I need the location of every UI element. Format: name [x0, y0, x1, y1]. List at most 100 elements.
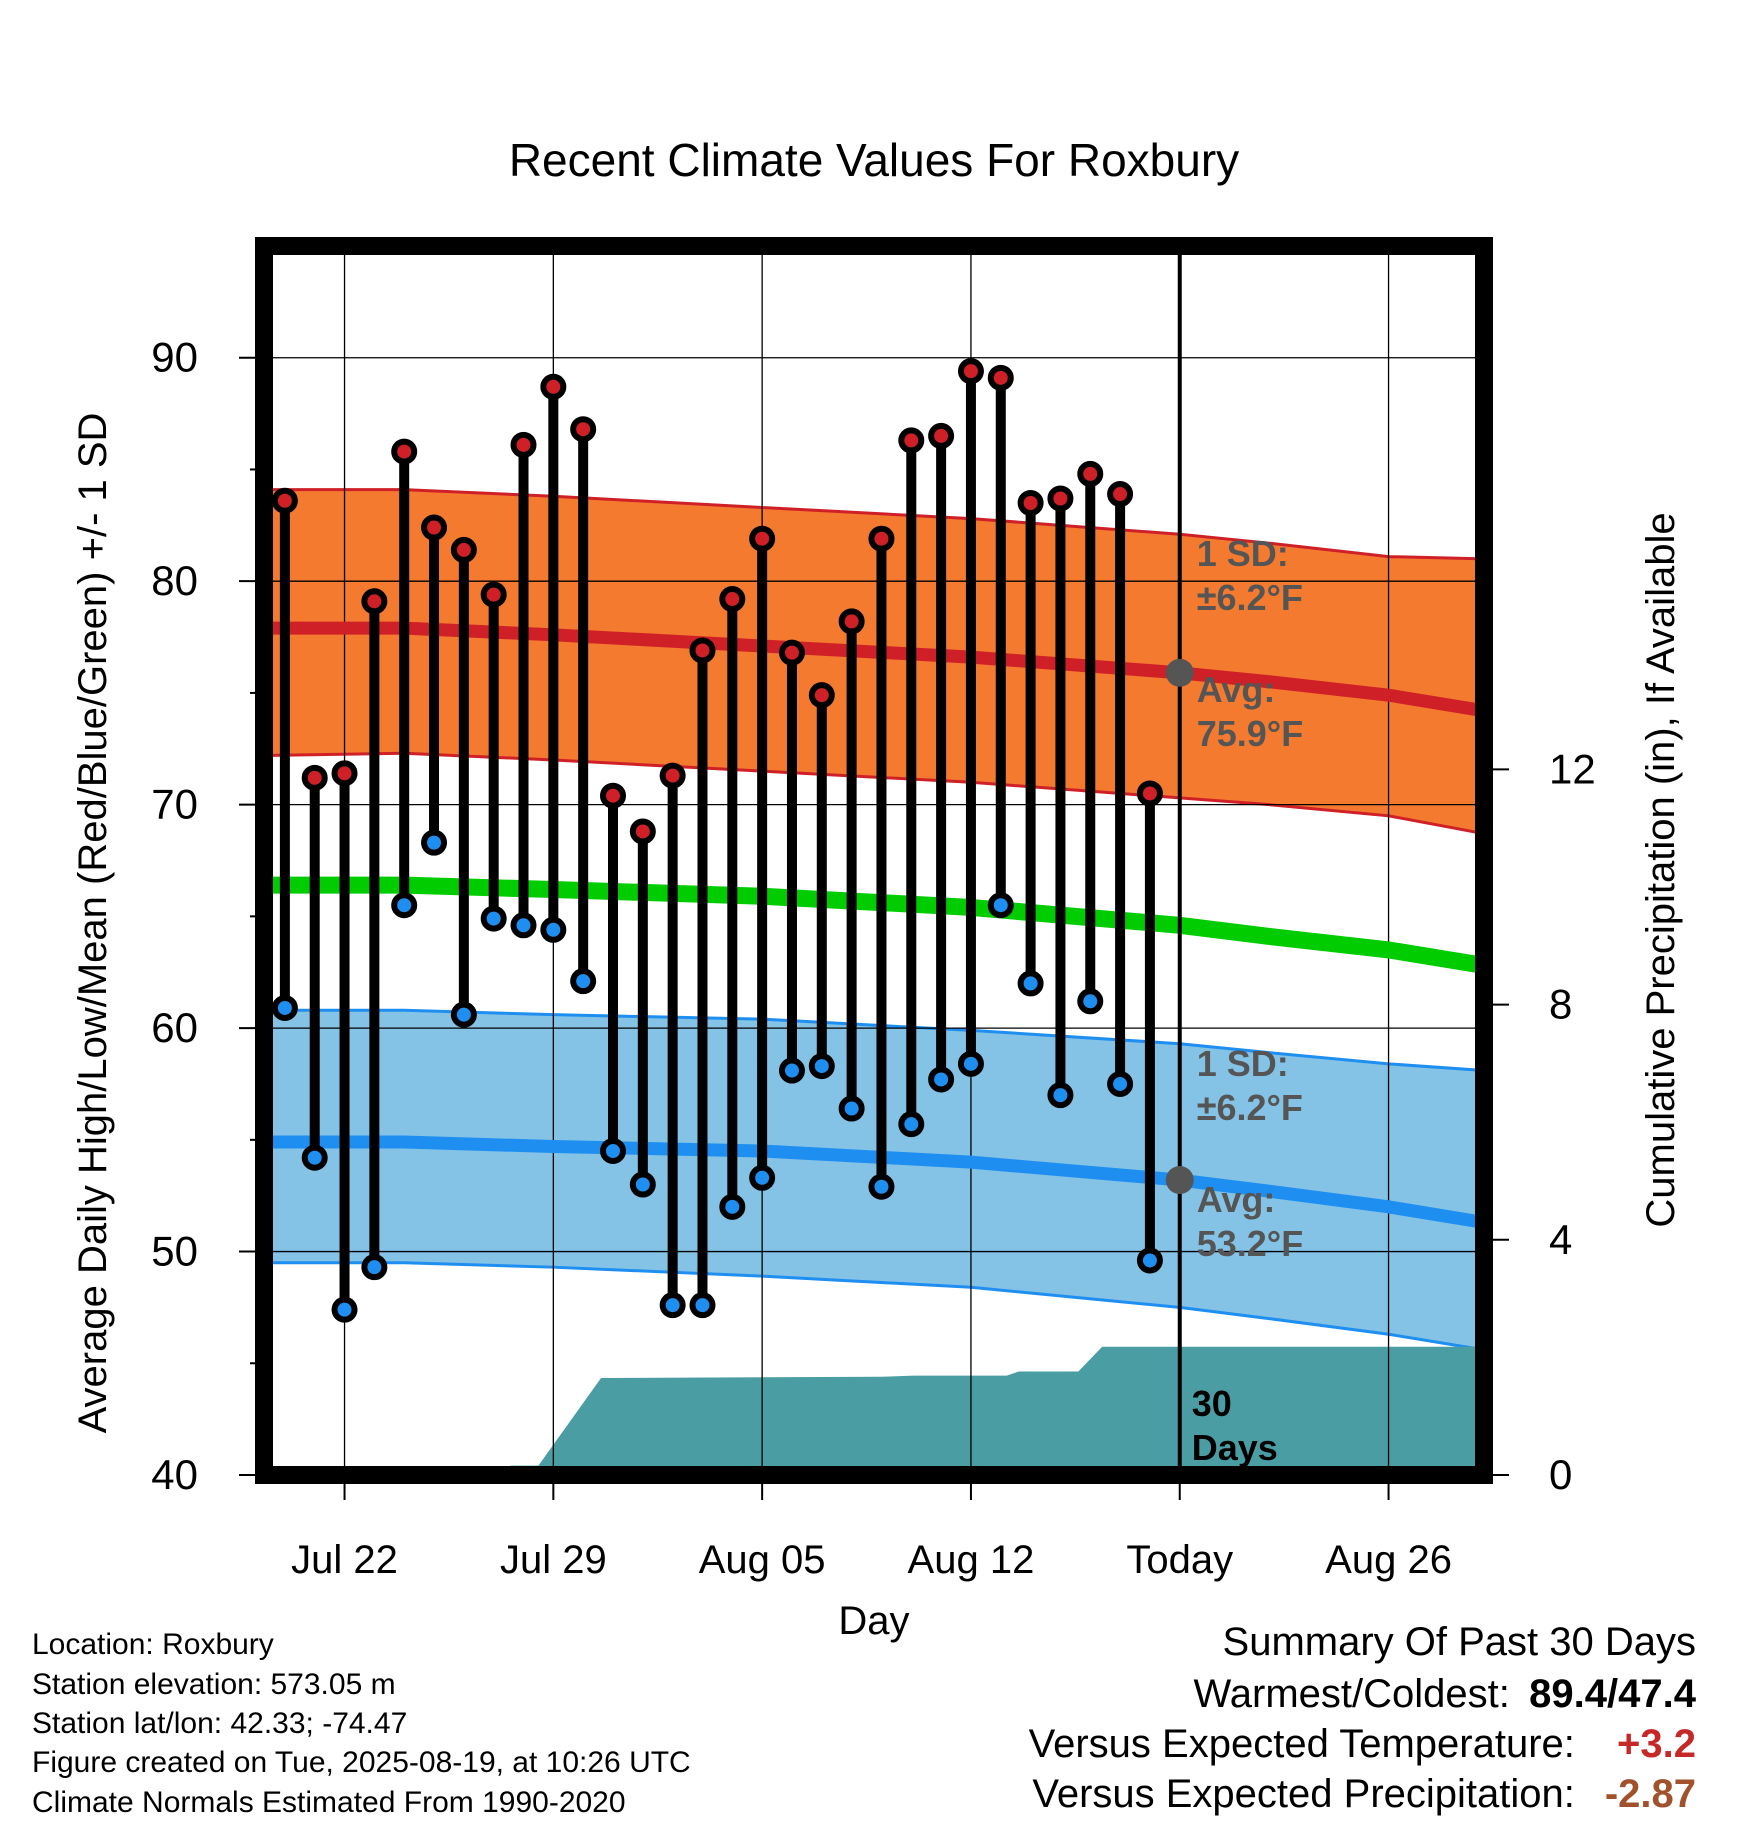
high-sd-label: 1 SD:	[1197, 533, 1289, 574]
low-sd-value: ±6.2°F	[1197, 1087, 1303, 1128]
low-point	[421, 829, 448, 856]
low-point	[928, 1066, 955, 1093]
high-point	[987, 364, 1014, 391]
precipitation-area	[264, 1346, 1484, 1475]
y-tick-label: 60	[151, 1004, 198, 1051]
high-point	[331, 760, 358, 787]
chart-title: Recent Climate Values For Roxbury	[509, 134, 1239, 186]
low-point	[987, 892, 1014, 919]
high-point	[749, 525, 776, 552]
y-tick-label: 90	[151, 334, 198, 381]
daily-points	[271, 358, 1163, 1323]
high-avg-marker	[1165, 658, 1194, 687]
low-point	[838, 1095, 865, 1122]
days-label-line1: 30	[1192, 1383, 1232, 1424]
high-point	[510, 431, 537, 458]
low-point	[331, 1296, 358, 1323]
high-point	[540, 373, 567, 400]
low-point	[1017, 970, 1044, 997]
low-point	[689, 1292, 716, 1319]
low-point	[749, 1164, 776, 1191]
summary-precip: Versus Expected Precipitation: -2.87	[1032, 1772, 1696, 1817]
y-tick-label: 80	[151, 557, 198, 604]
low-point	[1136, 1247, 1163, 1274]
y-axis-label: Average Daily High/Low/Mean (Red/Blue/Gr…	[71, 413, 115, 1434]
x-tick-label: Aug 12	[908, 1538, 1035, 1582]
high-point	[1017, 489, 1044, 516]
x-tick-label: Aug 26	[1325, 1538, 1452, 1582]
high-point	[599, 782, 626, 809]
low-point	[271, 994, 298, 1021]
high-point	[629, 818, 656, 845]
low-point	[450, 1001, 477, 1028]
high-point	[391, 438, 418, 465]
precip-value: -2.87	[1604, 1772, 1696, 1816]
normal-bands	[263, 488, 1485, 1352]
high-point	[898, 427, 925, 454]
y-tick-label: 50	[151, 1228, 198, 1275]
low-point	[957, 1050, 984, 1077]
normal-low-line	[264, 1135, 1486, 1229]
precip-area	[264, 1346, 1484, 1475]
low-avg-marker	[1165, 1166, 1194, 1195]
precip-label: Versus Expected Precipitation:	[1032, 1772, 1575, 1816]
low-point	[808, 1053, 835, 1080]
summary-temp: Versus Expected Temperature: +3.2	[1029, 1722, 1696, 1767]
y2-tick-label: 8	[1549, 981, 1572, 1028]
high-point	[421, 514, 448, 541]
high-point	[1136, 780, 1163, 807]
high-point	[719, 586, 746, 613]
elevation-text: Station elevation: 573.05 m	[32, 1668, 396, 1701]
low-point	[868, 1173, 895, 1200]
high-avg-label: Avg:	[1197, 669, 1276, 710]
low-point	[898, 1111, 925, 1138]
x-tick-label: Jul 29	[500, 1538, 607, 1582]
high-point	[480, 581, 507, 608]
y2-tick-label: 4	[1549, 1216, 1572, 1263]
low-point	[480, 905, 507, 932]
high-point	[450, 536, 477, 563]
summary-warm-cold: Warmest/Coldest: 89.4/47.4	[1194, 1672, 1697, 1717]
low-point	[1107, 1070, 1134, 1097]
low-point	[391, 892, 418, 919]
high-point	[1077, 460, 1104, 487]
temp-value: +3.2	[1617, 1722, 1696, 1766]
y2-tick-label: 0	[1549, 1451, 1572, 1498]
high-avg-value: 75.9°F	[1197, 713, 1303, 754]
y2-axis-label: Cumulative Precipitation (in), If Availa…	[1639, 512, 1683, 1227]
low-point	[659, 1292, 686, 1319]
high-point	[928, 422, 955, 449]
days-label-line2: Days	[1192, 1427, 1278, 1468]
high-point	[808, 682, 835, 709]
low-point	[629, 1171, 656, 1198]
temp-label: Versus Expected Temperature:	[1028, 1722, 1575, 1766]
low-point	[540, 916, 567, 943]
low-point	[719, 1193, 746, 1220]
created-text: Figure created on Tue, 2025-08-19, at 10…	[32, 1746, 691, 1779]
warm-cold-label: Warmest/Coldest:	[1193, 1672, 1510, 1716]
high-point	[271, 487, 298, 514]
high-point	[570, 416, 597, 443]
high-point	[361, 588, 388, 615]
low-point	[510, 912, 537, 939]
warm-cold-value: 89.4/47.4	[1529, 1672, 1696, 1716]
y-tick-label: 40	[151, 1451, 198, 1498]
latlon-text: Station lat/lon: 42.33; -74.47	[32, 1707, 408, 1740]
daily-range-stems	[279, 366, 1155, 1315]
y2-tick-label: 12	[1549, 745, 1596, 792]
x-axis-label: Day	[838, 1599, 909, 1643]
high-point	[838, 608, 865, 635]
low-avg-label: Avg:	[1197, 1179, 1276, 1220]
x-tick-label: Today	[1126, 1538, 1233, 1582]
normal-mean-line	[264, 876, 1486, 974]
axes: 40 50 60 70 80 90 0 4 8 12 Jul 22 Jul 29 Aug 05 Aug 1…	[151, 237, 1596, 1582]
high-sd-value: ±6.2°F	[1197, 577, 1303, 618]
high-point	[689, 637, 716, 664]
high-point	[778, 639, 805, 666]
x-tick-label: Aug 05	[699, 1538, 826, 1582]
normals-text: Climate Normals Estimated From 1990-2020	[32, 1786, 626, 1819]
low-point	[778, 1057, 805, 1084]
high-point	[301, 764, 328, 791]
